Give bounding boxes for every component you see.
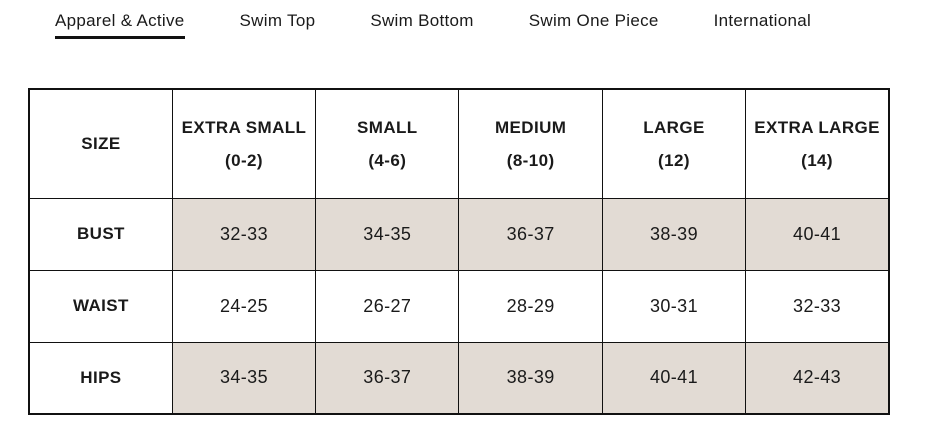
tab-apparel-active[interactable]: Apparel & Active — [55, 11, 185, 39]
column-header-range: (14) — [801, 150, 833, 170]
column-header-range: (4-6) — [368, 150, 407, 170]
column-header-large: LARGE (12) — [601, 88, 747, 199]
size-value-cell: 38-39 — [601, 197, 747, 271]
size-value-cell: 32-33 — [745, 269, 890, 343]
column-header-label: MEDIUM — [494, 117, 567, 137]
size-value-cell: 24-25 — [171, 269, 317, 343]
size-value-cell: 40-41 — [601, 341, 747, 415]
column-header-size: SIZE — [28, 88, 173, 199]
column-header-range: (12) — [658, 150, 690, 170]
row-label-waist: WAIST — [28, 269, 173, 343]
table-row-waist: WAIST 24-25 26-27 28-29 30-31 32-33 — [28, 269, 890, 343]
column-header-label: SMALL — [357, 117, 418, 137]
size-chart-body: BUST 32-33 34-35 36-37 38-39 40-41 WAIST… — [28, 197, 890, 415]
size-value-cell: 26-27 — [315, 269, 460, 343]
size-value-cell: 36-37 — [315, 341, 460, 415]
size-value-cell: 32-33 — [171, 197, 317, 271]
column-header-extra-large: EXTRA LARGE (14) — [745, 88, 890, 199]
column-header-range: (0-2) — [225, 150, 263, 170]
size-value-cell: 40-41 — [745, 197, 890, 271]
size-value-cell: 34-35 — [171, 341, 317, 415]
table-row-bust: BUST 32-33 34-35 36-37 38-39 40-41 — [28, 197, 890, 271]
tab-swim-bottom[interactable]: Swim Bottom — [370, 11, 474, 30]
size-value-cell: 36-37 — [458, 197, 603, 271]
size-value-cell: 30-31 — [601, 269, 747, 343]
row-label-bust: BUST — [28, 197, 173, 271]
column-header-label: LARGE — [643, 117, 705, 137]
column-header-range: (8-10) — [506, 150, 555, 170]
row-label-hips: HIPS — [28, 341, 173, 415]
size-value-cell: 42-43 — [745, 341, 890, 415]
size-value-cell: 28-29 — [458, 269, 603, 343]
size-chart-tabs: Apparel & Active Swim Top Swim Bottom Sw… — [55, 11, 811, 39]
column-header-extra-small: EXTRA SMALL (0-2) — [171, 88, 317, 199]
column-header-small: SMALL (4-6) — [315, 88, 460, 199]
size-chart-table: SIZE EXTRA SMALL (0-2) SMALL (4-6) MEDIU… — [28, 88, 890, 415]
size-value-cell: 38-39 — [458, 341, 603, 415]
column-header-label: SIZE — [81, 134, 121, 154]
tab-international[interactable]: International — [713, 11, 812, 30]
table-row-hips: HIPS 34-35 36-37 38-39 40-41 42-43 — [28, 341, 890, 415]
tab-swim-one-piece[interactable]: Swim One Piece — [528, 11, 659, 30]
size-chart-header: SIZE EXTRA SMALL (0-2) SMALL (4-6) MEDIU… — [28, 88, 890, 199]
size-value-cell: 34-35 — [315, 197, 460, 271]
header-row: SIZE EXTRA SMALL (0-2) SMALL (4-6) MEDIU… — [28, 88, 890, 199]
column-header-medium: MEDIUM (8-10) — [458, 88, 603, 199]
tab-swim-top[interactable]: Swim Top — [239, 11, 316, 30]
column-header-label: EXTRA LARGE — [754, 117, 880, 137]
column-header-label: EXTRA SMALL — [181, 117, 307, 137]
